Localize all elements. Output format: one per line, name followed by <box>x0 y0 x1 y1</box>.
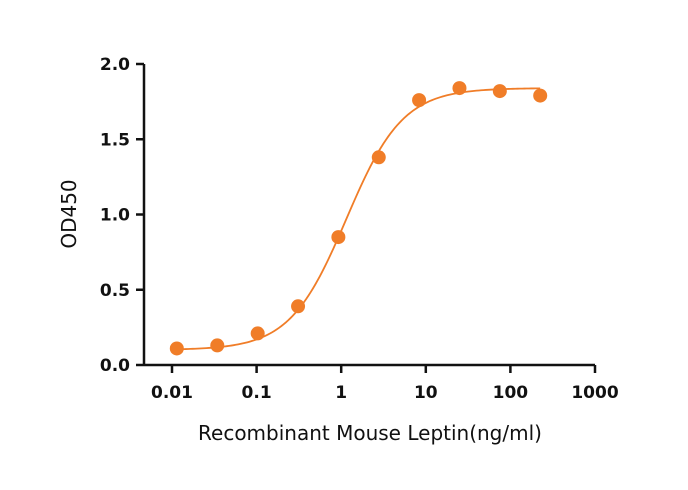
data-point <box>210 338 225 353</box>
y-axis-title: OD450 <box>57 179 81 248</box>
tick-labels: 0.01 0.1 1 10 100 1000 0.0 0.5 1.0 1.5 2.0 <box>100 55 619 403</box>
data-point <box>452 81 467 96</box>
axes <box>142 64 595 367</box>
fit-curve <box>176 87 541 351</box>
y-tick-label: 2.0 <box>100 55 130 75</box>
data-point <box>412 93 427 108</box>
data-point <box>331 230 346 245</box>
y-tick-label: 0.0 <box>100 356 130 376</box>
y-tick-label: 0.5 <box>100 281 130 301</box>
data-point <box>250 326 265 341</box>
y-tick-label: 1.0 <box>100 206 130 226</box>
data-point <box>291 299 306 314</box>
x-tick-label: 1000 <box>571 383 618 403</box>
x-tick-label: 10 <box>414 383 438 403</box>
data-point <box>533 88 548 103</box>
data-point <box>371 150 386 165</box>
x-axis-title: Recombinant Mouse Leptin(ng/ml) <box>198 421 542 445</box>
data-points <box>169 81 548 356</box>
y-tick-label: 1.5 <box>100 130 130 150</box>
data-point <box>492 84 507 99</box>
data-point <box>169 341 184 356</box>
x-tick-label: 0.1 <box>242 383 272 403</box>
tick-marks <box>136 62 597 373</box>
x-tick-label: 100 <box>493 383 529 403</box>
x-tick-label: 1 <box>335 383 347 403</box>
x-tick-label: 0.01 <box>151 383 193 403</box>
